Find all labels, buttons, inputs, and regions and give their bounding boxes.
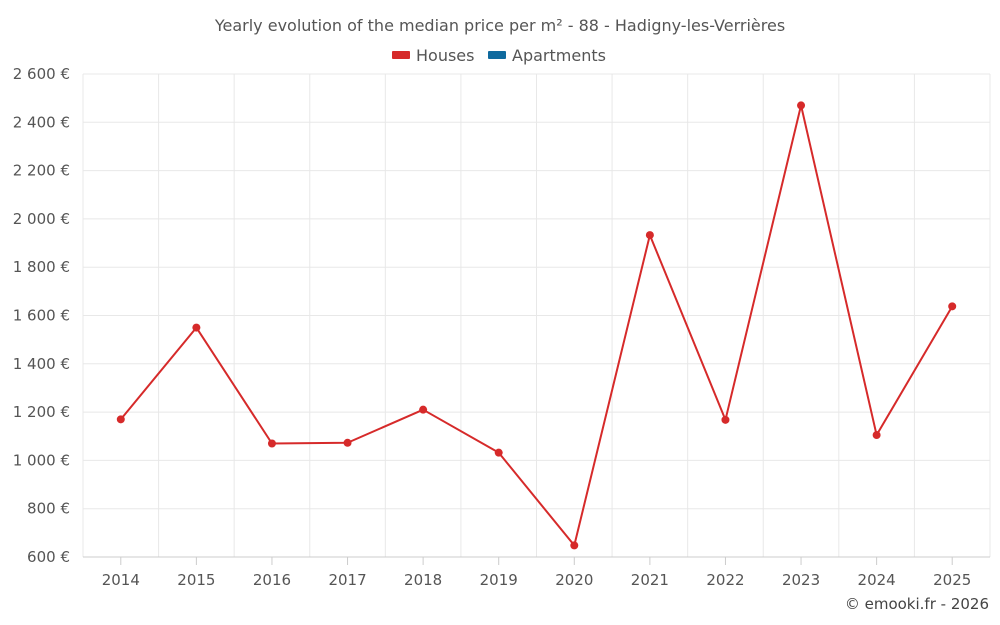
data-point-houses[interactable]: [645, 231, 654, 240]
series-houses: [116, 101, 957, 550]
credit-text: © emooki.fr - 2026: [845, 595, 989, 613]
data-point-houses[interactable]: [721, 415, 730, 424]
legend-item-apartments[interactable]: Apartments: [488, 46, 606, 65]
y-axis-ticks: 600 € 800 € 1 000 € 1 200 € 1 400 € 1 600 € 1 …: [13, 65, 70, 566]
x-tick-label: 2025: [933, 571, 971, 589]
x-tick-label: 2015: [177, 571, 215, 589]
data-point-houses[interactable]: [267, 439, 276, 448]
y-tick-label: 800 €: [27, 500, 70, 518]
data-point-houses[interactable]: [872, 431, 881, 440]
data-point-houses[interactable]: [192, 323, 201, 332]
legend-label-houses: Houses: [416, 46, 474, 65]
data-point-houses[interactable]: [948, 302, 957, 311]
x-tick-label: 2022: [706, 571, 744, 589]
x-tick-label: 2024: [858, 571, 896, 589]
x-tick-label: 2021: [631, 571, 669, 589]
data-point-houses[interactable]: [116, 415, 125, 424]
grid: [82, 73, 991, 557]
x-tick-label: 2019: [480, 571, 518, 589]
legend-swatch-apartments: [488, 51, 506, 59]
y-tick-label: 1 800 €: [13, 258, 70, 276]
chart-title: Yearly evolution of the median price per…: [214, 16, 785, 35]
x-tick-label: 2017: [328, 571, 366, 589]
y-tick-label: 1 200 €: [13, 403, 70, 421]
y-tick-label: 2 000 €: [13, 210, 70, 228]
x-tick-label: 2016: [253, 571, 291, 589]
y-tick-label: 1 600 €: [13, 307, 70, 325]
data-point-houses[interactable]: [494, 448, 503, 457]
y-tick-label: 1 400 €: [13, 355, 70, 373]
legend-item-houses[interactable]: Houses: [392, 46, 474, 65]
y-tick-label: 1 000 €: [13, 451, 70, 469]
legend-label-apartments: Apartments: [512, 46, 606, 65]
series-line-houses: [120, 104, 954, 547]
x-tick-label: 2020: [555, 571, 593, 589]
y-tick-label: 600 €: [27, 548, 70, 566]
y-tick-label: 2 600 €: [13, 65, 70, 83]
legend: Houses Apartments: [392, 46, 606, 65]
data-point-houses[interactable]: [797, 101, 806, 110]
y-tick-label: 2 400 €: [13, 113, 70, 131]
legend-swatch-houses: [392, 51, 410, 59]
data-point-houses[interactable]: [570, 541, 579, 550]
data-point-houses[interactable]: [343, 438, 352, 447]
y-tick-label: 2 200 €: [13, 162, 70, 180]
x-tick-label: 2018: [404, 571, 442, 589]
x-tick-label: 2023: [782, 571, 820, 589]
x-tick-label: 2014: [102, 571, 140, 589]
data-point-houses[interactable]: [419, 405, 428, 414]
x-axis-ticks: 2014 2015 2016 2017 2018 2019 2020 2021 2022 2023…: [102, 557, 971, 589]
